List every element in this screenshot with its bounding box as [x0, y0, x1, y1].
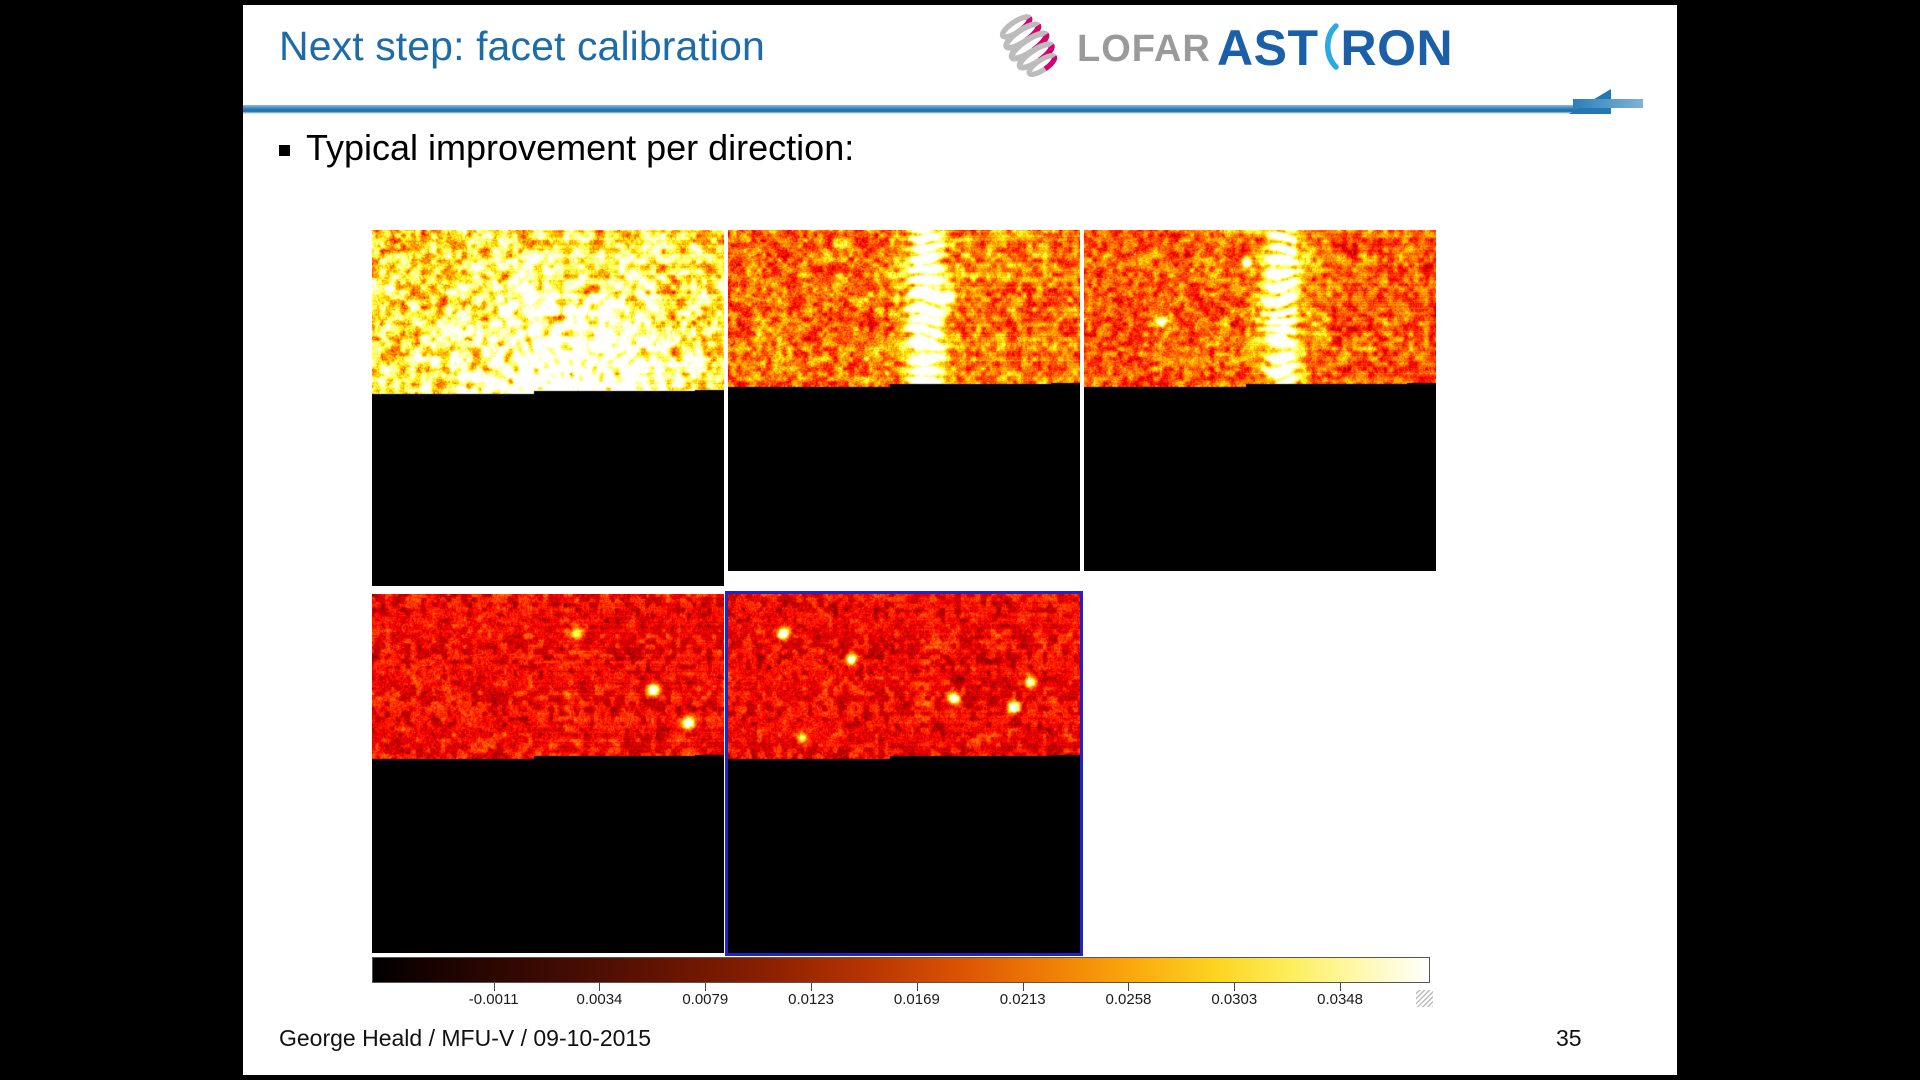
colorbar-tick — [1234, 983, 1236, 991]
bullet-item-label: Typical improvement per direction: — [306, 127, 855, 168]
colorbar-tick — [1340, 983, 1342, 991]
header-divider-bar — [243, 105, 1583, 114]
logo-astron-part2: RON — [1340, 20, 1454, 76]
colorbar-tick — [916, 983, 918, 991]
footer-attribution: George Heald / MFU-V / 09-10-2015 — [279, 1025, 652, 1051]
colorbar-tick-label: 0.0034 — [576, 991, 623, 1008]
colorbar-tick — [811, 983, 813, 991]
image-panel-1[interactable] — [372, 230, 724, 586]
slide-canvas: Next step: facet calibration LOFAR — [243, 5, 1677, 1075]
colorbar-tick-label: -0.0011 — [468, 991, 519, 1008]
image-panel-3[interactable] — [1084, 230, 1436, 571]
logo-lofar-text: LOFAR — [1077, 28, 1211, 70]
image-panel-5-selected[interactable] — [728, 594, 1080, 953]
colorbar[interactable]: -0.0011 0.0034 0.0079 0.0123 0.0169 0.0213 0.0… — [372, 957, 1437, 1017]
bullet-item: Typical improvement per direction: — [279, 127, 854, 169]
colorbar-tick-label: 0.0079 — [682, 991, 729, 1008]
colorbar-ticks — [372, 983, 1430, 992]
brand-logo: LOFAR AST RON — [985, 11, 1665, 91]
colorbar-tick-label: 0.0123 — [788, 991, 835, 1008]
page-title: Next step: facet calibration — [279, 23, 765, 69]
image-panel-2[interactable] — [728, 230, 1080, 571]
letterbox-top — [0, 0, 1920, 5]
colorbar-tick — [1022, 983, 1024, 991]
colorbar-gradient[interactable] — [372, 957, 1430, 983]
image-panel-grid — [372, 230, 1437, 953]
colorbar-tick — [705, 983, 707, 991]
figure-region: -0.0011 0.0034 0.0079 0.0123 0.0169 0.0213 0.0… — [372, 230, 1437, 1008]
colorbar-tick — [599, 983, 601, 991]
colorbar-tick-labels: -0.0011 0.0034 0.0079 0.0123 0.0169 0.0213 0.0… — [372, 991, 1430, 1015]
resize-grip-icon[interactable] — [1416, 990, 1433, 1007]
colorbar-tick-label: 0.0303 — [1211, 991, 1258, 1008]
header-divider-tail — [1573, 99, 1643, 108]
letterbox-left — [0, 0, 243, 1080]
letterbox-bottom — [0, 1075, 1920, 1080]
lofar-coil-icon — [999, 14, 1058, 78]
colorbar-tick-label: 0.0169 — [893, 991, 940, 1008]
page-number: 35 — [1556, 1025, 1582, 1051]
colorbar-tick-label: 0.0213 — [999, 991, 1046, 1008]
header-divider — [243, 89, 1677, 114]
logo-astron-arc-icon — [1319, 19, 1341, 77]
square-bullet-icon — [279, 144, 290, 156]
colorbar-tick — [493, 983, 495, 991]
colorbar-tick-label: 0.0258 — [1105, 991, 1152, 1008]
colorbar-tick — [1128, 983, 1130, 991]
colorbar-tick-label: 0.0348 — [1317, 991, 1364, 1008]
image-panel-4[interactable] — [372, 594, 724, 953]
logo-astron-part1: AST — [1217, 20, 1319, 76]
letterbox-right — [1677, 0, 1920, 1080]
logo-astron-text: AST RON — [1217, 19, 1453, 77]
